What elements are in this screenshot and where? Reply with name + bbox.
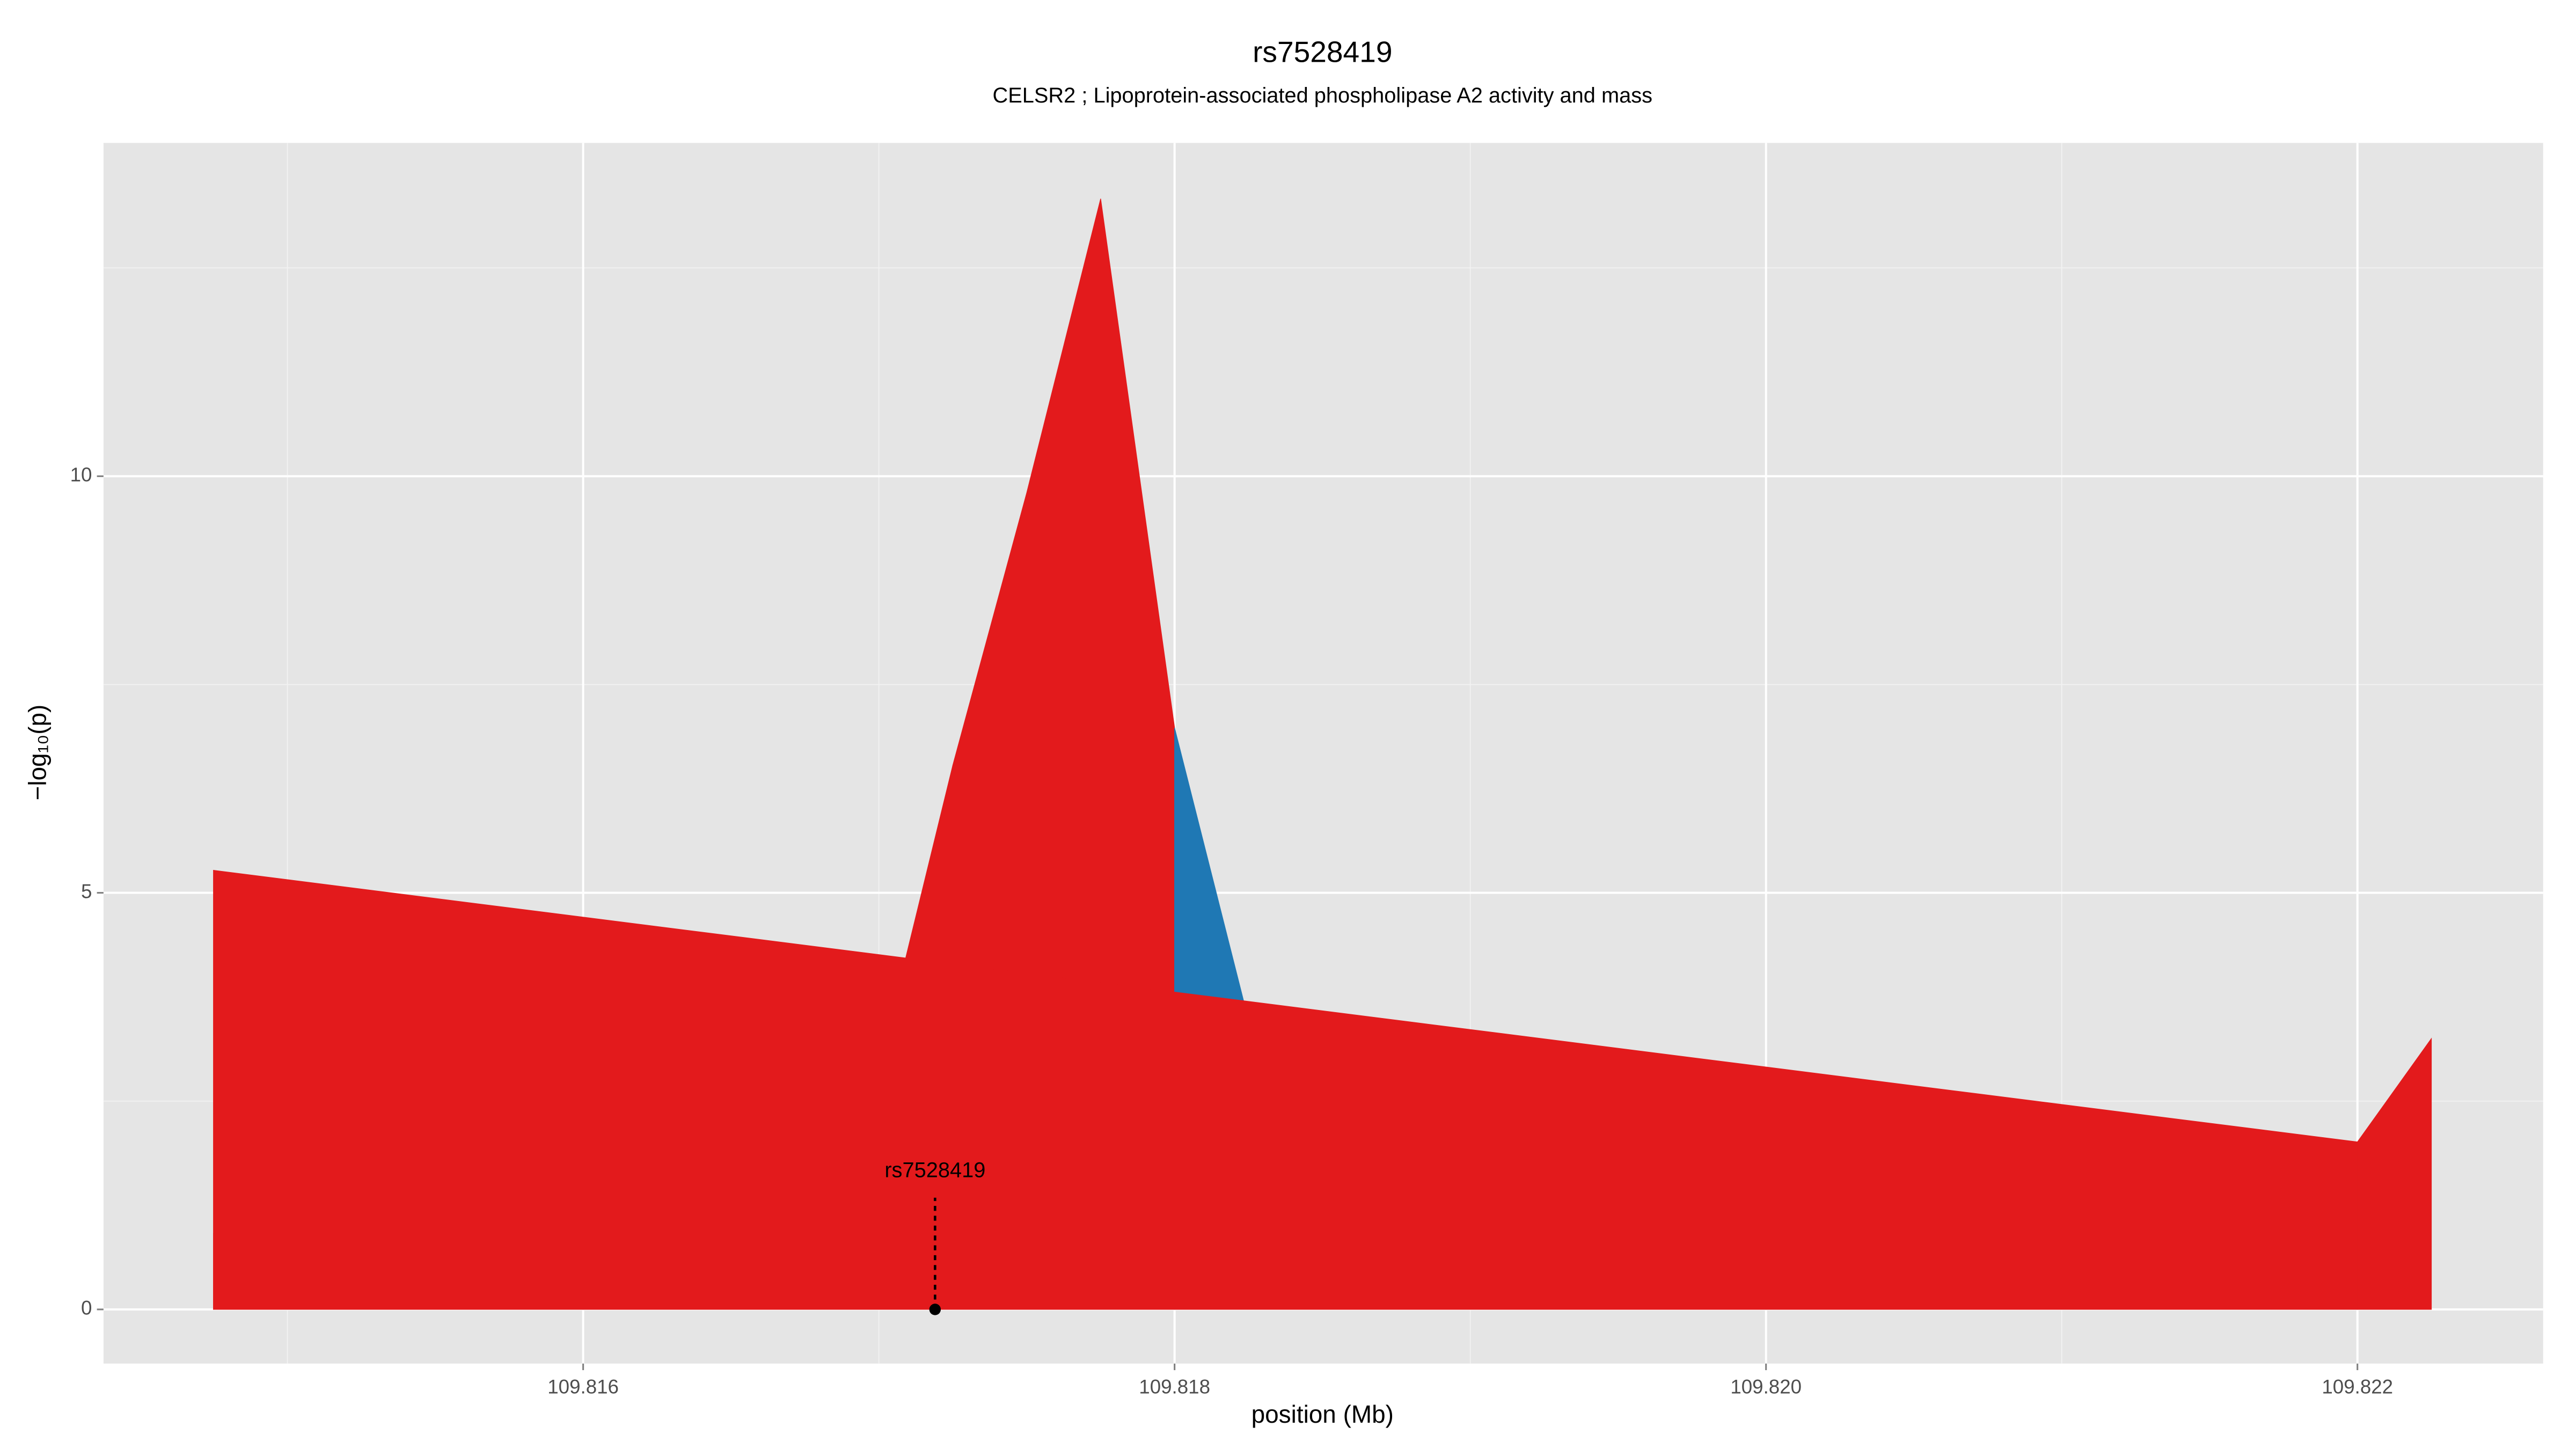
y-axis-label: −log₁₀(p) [24,705,52,801]
x-tick-label: 109.822 [2322,1375,2393,1397]
x-tick-label: 109.820 [1730,1375,1802,1397]
y-tick-label: 10 [70,464,92,486]
y-tick-label: 5 [81,880,92,902]
area-segment [2357,1037,2432,1310]
chart-subtitle: CELSR2 ; Lipoprotein-associated phosphol… [993,84,1653,107]
y-tick-label: 0 [81,1297,92,1319]
annotation-point [929,1304,941,1315]
chart-title: rs7528419 [1253,35,1392,69]
x-tick-label: 109.818 [1139,1375,1210,1397]
annotation-label: rs7528419 [884,1158,985,1182]
x-tick-label: 109.816 [547,1375,619,1397]
x-axis-label: position (Mb) [1252,1400,1394,1428]
